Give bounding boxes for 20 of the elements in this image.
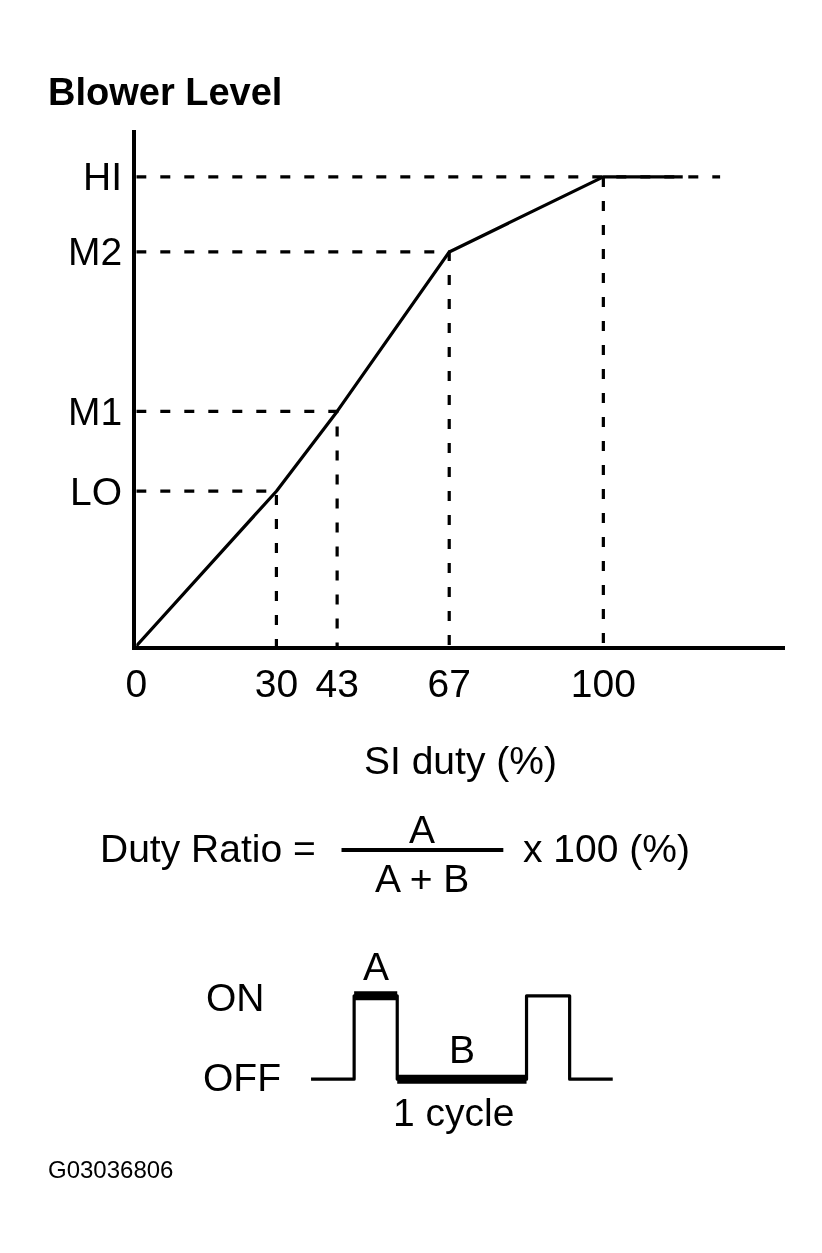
- text: OFF: [203, 1056, 281, 1099]
- text: x 100 (%): [523, 827, 690, 870]
- x-tick-label: 0: [125, 661, 148, 705]
- annotation: LO: [70, 470, 123, 513]
- text: Duty Ratio =: [100, 827, 316, 870]
- series-label: B: [449, 1028, 476, 1071]
- annotation: M1: [68, 390, 123, 433]
- x-tick-label: 30: [254, 661, 299, 705]
- series-label: A: [363, 945, 390, 988]
- text: 1 cycle: [393, 1091, 515, 1134]
- y-axis-title: Blower Level: [48, 71, 283, 113]
- text: A + B: [375, 857, 470, 900]
- text: G03036806: [48, 1156, 174, 1183]
- text: ON: [206, 976, 265, 1019]
- x-tick-label: 43: [315, 661, 359, 705]
- x-tick-label: 67: [427, 661, 471, 705]
- x-tick-label: 100: [570, 661, 636, 705]
- annotation: M2: [68, 230, 123, 273]
- x-axis-title: SI duty (%): [364, 739, 557, 782]
- text: A: [409, 808, 436, 851]
